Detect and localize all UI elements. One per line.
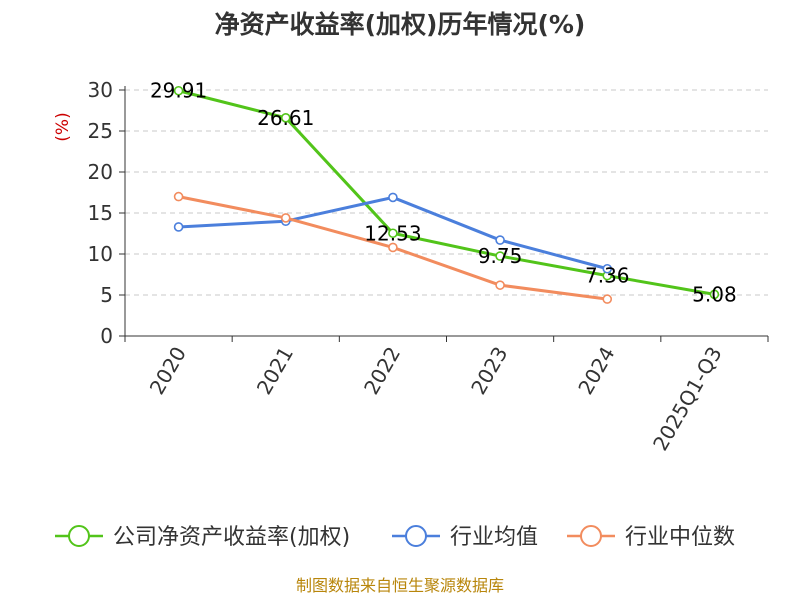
series-point-3 (388, 242, 398, 253)
x-tick-labels: 2020 2021 2022 2023 2024 2025Q1-Q3 (145, 343, 727, 455)
legend-item-3[interactable]: 行业中位数 (567, 525, 735, 550)
series-point-3 (173, 191, 184, 202)
x-tick-label: 2024 (573, 343, 619, 399)
y-tick-label: 10 (88, 242, 113, 266)
series-point-1 (173, 85, 184, 96)
legend-label: 行业中位数 (625, 525, 735, 550)
series-point-1 (388, 228, 398, 239)
legend-label: 行业均值 (450, 525, 538, 550)
legend-item-2[interactable]: 行业均值 (392, 525, 538, 550)
y-tick-label: 20 (88, 160, 113, 184)
series-point-2 (388, 192, 398, 203)
data-label: 29.91 (150, 79, 207, 103)
y-tick-label: 0 (100, 324, 113, 348)
data-label: 26.61 (257, 106, 314, 130)
y-axis-unit: (%) (53, 112, 73, 141)
series-point-1 (709, 289, 720, 300)
legend[interactable]: 公司净资产收益率(加权) 行业均值 行业中位数 (55, 525, 735, 550)
grid-lines (125, 89, 768, 296)
legend-marker (580, 525, 602, 547)
series-point-2 (173, 222, 184, 232)
legend-marker (405, 525, 427, 547)
axes (119, 86, 769, 342)
y-tick-label: 25 (88, 119, 113, 143)
y-tick-label: 15 (88, 201, 113, 225)
series-point-1 (495, 251, 505, 261)
legend-marker (68, 525, 90, 547)
data-label: 5.08 (692, 282, 737, 306)
series-point-1 (280, 112, 291, 123)
source-note: 制图数据来自恒生聚源数据库 (296, 576, 504, 595)
data-label: 9.75 (478, 244, 523, 268)
x-tick-label: 2022 (359, 343, 405, 399)
y-tick-label: 30 (88, 78, 113, 102)
y-tick-labels: 0 5 10 15 20 25 30 (88, 78, 113, 348)
x-tick-label: 2023 (466, 343, 512, 399)
chart-title: 净资产收益率(加权)历年情况(%) (215, 10, 586, 39)
series-point-3 (280, 213, 291, 223)
legend-label: 公司净资产收益率(加权) (113, 525, 350, 550)
x-tick-label: 2025Q1-Q3 (648, 343, 727, 455)
series-point-2 (495, 235, 505, 245)
series-group (173, 85, 720, 304)
series-point-3 (495, 280, 505, 290)
data-label: 12.53 (364, 221, 421, 245)
x-tick-label: 2021 (252, 343, 298, 399)
data-labels: 29.91 26.61 12.53 9.75 7.36 5.08 (150, 79, 737, 307)
series-point-3 (602, 294, 613, 304)
series-line-1 (178, 89, 715, 296)
data-label: 7.36 (585, 264, 630, 288)
y-tick-label: 5 (100, 283, 113, 307)
x-tick-label: 2020 (145, 343, 191, 399)
series-point-2 (602, 263, 613, 274)
legend-item-1[interactable]: 公司净资产收益率(加权) (55, 525, 350, 550)
